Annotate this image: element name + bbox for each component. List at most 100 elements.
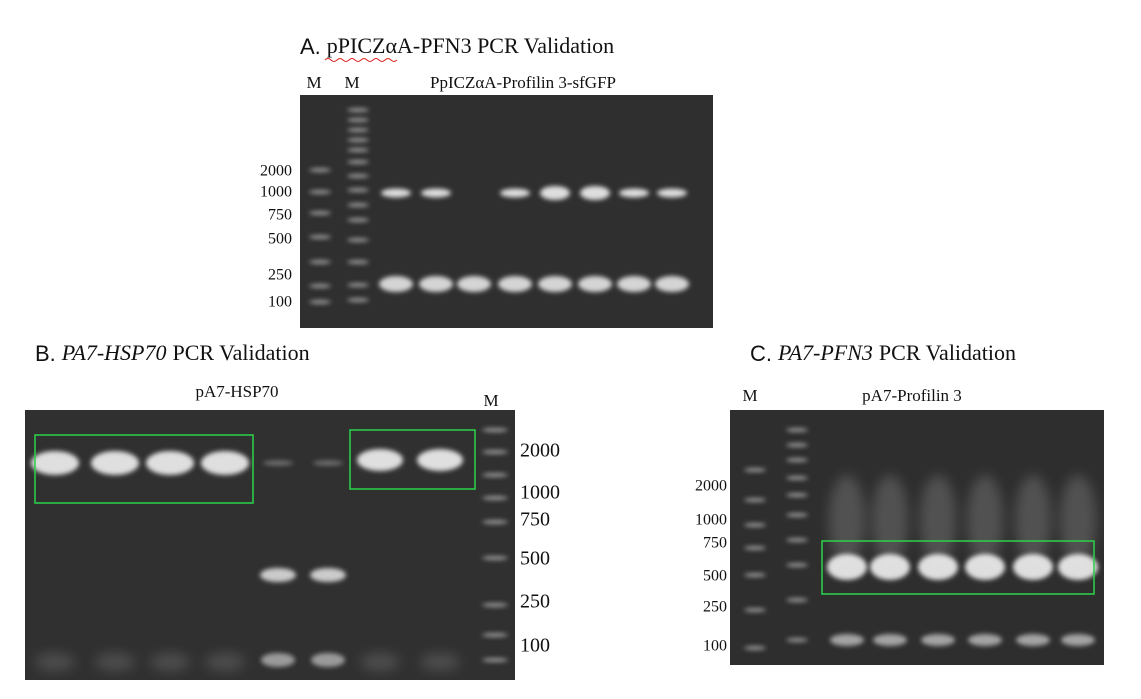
band [347,283,369,287]
band [263,460,293,466]
band [311,653,345,667]
band [205,653,245,671]
band [786,443,808,447]
lane-label: M [344,73,359,92]
highlight-box [821,540,1095,595]
band [540,186,570,200]
band [786,428,808,432]
band [921,634,955,646]
marker-label: 750 [268,207,292,224]
band [91,451,139,475]
gel-bands [744,428,1098,650]
band [347,238,369,242]
band [95,653,135,671]
band [347,108,369,112]
band [830,634,864,646]
band [482,520,508,524]
band [1061,634,1095,646]
marker-label: 500 [268,231,292,248]
band [347,128,369,132]
band [744,608,766,612]
band [1058,554,1098,580]
band [347,298,369,302]
band [872,475,908,565]
band [744,468,766,472]
band [538,276,572,292]
band [260,568,296,582]
marker-label: 750 [520,509,550,531]
band [829,475,865,565]
band [786,513,808,517]
marker-label: 100 [268,294,292,311]
band [580,186,610,200]
band [419,276,453,292]
band [786,598,808,602]
band [309,300,331,304]
band [1016,634,1050,646]
band [655,276,689,292]
band [310,568,346,582]
band [967,475,1003,565]
band [617,276,651,292]
band [744,523,766,527]
band [482,633,508,637]
marker-label: 250 [520,591,550,613]
marker-label: 100 [520,635,550,657]
band [918,554,958,580]
band [786,493,808,497]
band [482,603,508,607]
gel-bands [31,428,508,671]
band [360,653,400,671]
band [309,260,331,264]
band [309,284,331,288]
band [379,276,413,292]
band [873,634,907,646]
lane-label: pA7-HSP70 [195,382,278,401]
band [347,138,369,142]
band [786,638,808,642]
lane-label: M [742,386,757,405]
band [1015,475,1051,565]
band [381,188,411,198]
band [146,451,194,475]
band [744,573,766,577]
band [870,554,910,580]
band [744,498,766,502]
panel-b-title: B. PA7-HSP70 PCR Validation [35,340,310,366]
band [150,653,190,671]
band [482,450,508,454]
panel-a-title: A. pPICZαA-PFN3 PCR Validation [300,33,614,59]
marker-label: 2000 [695,478,727,495]
band [347,174,369,178]
band [261,653,295,667]
band [309,190,331,194]
band [786,563,808,567]
band [347,148,369,152]
band [744,646,766,650]
band [500,188,530,198]
marker-label: 500 [520,548,550,570]
band [421,188,451,198]
band [744,546,766,550]
marker-label: 250 [703,599,727,616]
band [619,188,649,198]
band [657,188,687,198]
marker-label: 500 [703,568,727,585]
highlight-box [349,429,476,490]
band [965,554,1005,580]
marker-label: 250 [268,267,292,284]
band [309,168,331,172]
marker-label: 100 [703,638,727,655]
band [417,449,463,471]
gel-bands [309,108,689,304]
band [786,476,808,480]
band [482,428,508,432]
band [920,475,956,565]
lane-label: M [306,73,321,92]
band [457,276,491,292]
marker-label: 1000 [260,184,292,201]
band [498,276,532,292]
band [482,496,508,500]
band [1013,554,1053,580]
